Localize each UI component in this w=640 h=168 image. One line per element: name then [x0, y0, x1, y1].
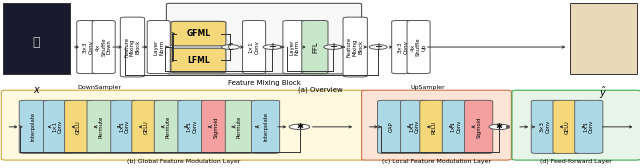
- FancyBboxPatch shape: [65, 100, 93, 153]
- FancyBboxPatch shape: [252, 100, 280, 153]
- Text: 3×3
Conv: 3×3 Conv: [540, 120, 550, 133]
- FancyBboxPatch shape: [570, 3, 637, 74]
- FancyBboxPatch shape: [166, 3, 362, 74]
- Text: Feature Mixing Block: Feature Mixing Block: [228, 80, 300, 86]
- Text: 1×1
Conv: 1×1 Conv: [451, 120, 461, 133]
- Text: ✱: ✱: [296, 122, 303, 131]
- Text: C: C: [228, 43, 233, 52]
- Text: 1×1
Conv: 1×1 Conv: [187, 120, 197, 133]
- FancyBboxPatch shape: [407, 20, 430, 74]
- FancyBboxPatch shape: [147, 20, 170, 74]
- FancyBboxPatch shape: [378, 100, 406, 153]
- Text: 1×1
Conv: 1×1 Conv: [249, 40, 259, 54]
- Text: (a) Overview: (a) Overview: [298, 86, 342, 93]
- FancyBboxPatch shape: [392, 20, 415, 74]
- FancyBboxPatch shape: [362, 90, 511, 160]
- Text: Permute: Permute: [237, 116, 242, 138]
- Text: GFML: GFML: [186, 29, 211, 38]
- FancyBboxPatch shape: [575, 100, 603, 153]
- Circle shape: [324, 45, 342, 49]
- Text: 1×1
Conv: 1×1 Conv: [120, 120, 130, 133]
- Text: x: x: [34, 85, 39, 95]
- Text: +: +: [374, 42, 382, 52]
- Text: $F_\ell$: $F_\ell$: [374, 0, 381, 2]
- FancyBboxPatch shape: [442, 100, 470, 153]
- Text: 1×1
Conv: 1×1 Conv: [584, 120, 594, 133]
- FancyBboxPatch shape: [243, 20, 266, 74]
- Text: Layer
Norm: Layer Norm: [154, 39, 164, 55]
- FancyBboxPatch shape: [87, 100, 115, 153]
- FancyBboxPatch shape: [420, 100, 448, 153]
- Text: Sigmoid: Sigmoid: [476, 116, 481, 138]
- Text: Permute: Permute: [166, 116, 171, 138]
- FancyBboxPatch shape: [77, 20, 100, 74]
- FancyBboxPatch shape: [283, 20, 306, 74]
- FancyBboxPatch shape: [3, 3, 70, 74]
- Text: Feature
Mixing
Block: Feature Mixing Block: [124, 37, 141, 57]
- Text: Interpolate: Interpolate: [263, 112, 268, 141]
- FancyBboxPatch shape: [171, 48, 226, 73]
- Text: FFL: FFL: [312, 41, 318, 53]
- Text: (d) Feed-forward Layer: (d) Feed-forward Layer: [540, 159, 612, 164]
- Text: ✱: ✱: [496, 122, 502, 131]
- FancyBboxPatch shape: [465, 100, 493, 153]
- FancyBboxPatch shape: [1, 90, 367, 160]
- Text: (c) Local Feature Modulation Layer: (c) Local Feature Modulation Layer: [382, 159, 491, 164]
- FancyBboxPatch shape: [92, 20, 115, 74]
- Text: 1×1
Conv: 1×1 Conv: [52, 120, 63, 133]
- FancyBboxPatch shape: [225, 100, 253, 153]
- FancyBboxPatch shape: [178, 100, 206, 153]
- Text: Feature
Mixing
Block: Feature Mixing Block: [347, 37, 364, 57]
- Text: Interpolate: Interpolate: [31, 112, 36, 141]
- Text: GELU: GELU: [76, 120, 81, 134]
- FancyBboxPatch shape: [343, 17, 367, 77]
- FancyBboxPatch shape: [302, 20, 328, 74]
- Text: 🏛: 🏛: [33, 35, 40, 49]
- FancyBboxPatch shape: [19, 100, 47, 153]
- Text: GELU: GELU: [143, 120, 148, 134]
- Circle shape: [489, 124, 509, 130]
- FancyBboxPatch shape: [171, 21, 226, 46]
- FancyBboxPatch shape: [401, 100, 429, 153]
- Text: 4×
Shuffle
Down: 4× Shuffle Down: [95, 38, 112, 56]
- Text: 1×1
Conv: 1×1 Conv: [410, 120, 420, 133]
- Text: (b) Global Feature Modulation Layer: (b) Global Feature Modulation Layer: [127, 159, 241, 164]
- Text: GELU: GELU: [564, 120, 570, 134]
- FancyBboxPatch shape: [44, 100, 72, 153]
- Text: Permute: Permute: [99, 116, 104, 138]
- Circle shape: [221, 45, 239, 49]
- FancyBboxPatch shape: [111, 100, 139, 153]
- Text: GAP: GAP: [389, 121, 394, 132]
- FancyBboxPatch shape: [202, 100, 230, 153]
- Text: LFML: LFML: [187, 56, 210, 65]
- FancyBboxPatch shape: [120, 17, 145, 77]
- Text: 3×3
Conv: 3×3 Conv: [398, 40, 408, 54]
- Text: $F_0$: $F_0$: [130, 0, 139, 2]
- FancyBboxPatch shape: [132, 100, 160, 153]
- Text: UpSampler: UpSampler: [410, 85, 445, 90]
- Circle shape: [263, 45, 281, 49]
- Text: Sigmoid: Sigmoid: [213, 116, 218, 138]
- Text: $\hat{y}$: $\hat{y}$: [599, 85, 607, 101]
- Circle shape: [369, 45, 387, 49]
- FancyBboxPatch shape: [154, 100, 182, 153]
- Text: +: +: [329, 42, 337, 52]
- Text: RELU: RELU: [431, 120, 436, 134]
- FancyBboxPatch shape: [531, 100, 559, 153]
- Text: DownSampler: DownSampler: [77, 85, 121, 90]
- Text: Layer
Norm: Layer Norm: [289, 39, 300, 55]
- Text: 3×3
Conv: 3×3 Conv: [83, 40, 93, 54]
- FancyBboxPatch shape: [512, 90, 640, 160]
- Circle shape: [289, 124, 310, 130]
- FancyBboxPatch shape: [553, 100, 581, 153]
- Text: +: +: [268, 42, 276, 52]
- Text: 4×
Shuffle
Up: 4× Shuffle Up: [410, 38, 427, 56]
